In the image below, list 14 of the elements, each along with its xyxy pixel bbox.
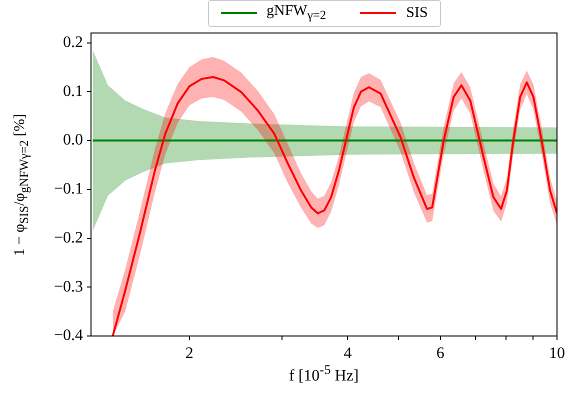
y-tick-label: −0.1 <box>54 180 83 198</box>
y-tick-label: −0.3 <box>54 278 83 296</box>
y-tick-label: 0.1 <box>63 82 83 100</box>
legend-label: SIS <box>406 4 428 22</box>
x-tick-label: 10 <box>549 344 565 362</box>
x-tick-label: 4 <box>344 344 352 362</box>
x-tick-label: 6 <box>436 344 444 362</box>
x-tick-label: 2 <box>185 344 194 362</box>
y-tick-label: 0.2 <box>63 34 83 51</box>
y-tick-label: −0.2 <box>54 229 83 246</box>
x-axis-title: f [10$^{-5}$ Hz] <box>289 362 359 386</box>
legend-label: gNFW$_{γ=2}$ <box>266 2 326 24</box>
y-tick-label: −0.4 <box>54 327 83 344</box>
y-tick-label: 0.0 <box>63 132 83 149</box>
